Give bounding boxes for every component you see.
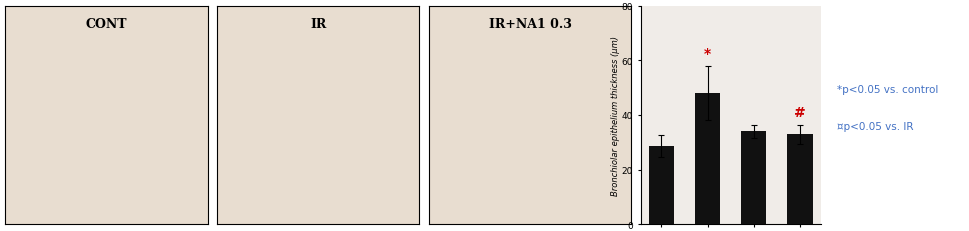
Bar (787, 134, 812, 224)
Text: #: # (794, 106, 805, 120)
Text: *: * (703, 47, 710, 61)
Text: ¤p<0.05 vs. IR: ¤p<0.05 vs. IR (836, 121, 913, 131)
Text: *p<0.05 vs. control: *p<0.05 vs. control (836, 85, 937, 94)
Bar (648, 147, 673, 224)
Text: CONT: CONT (85, 18, 127, 31)
Text: IR+NA1 0.3: IR+NA1 0.3 (488, 18, 571, 31)
Bar (694, 94, 720, 224)
Bar (740, 132, 766, 224)
Y-axis label: Bronchiolar epithelium thickness (μm): Bronchiolar epithelium thickness (μm) (610, 36, 619, 195)
Text: IR: IR (310, 18, 326, 31)
